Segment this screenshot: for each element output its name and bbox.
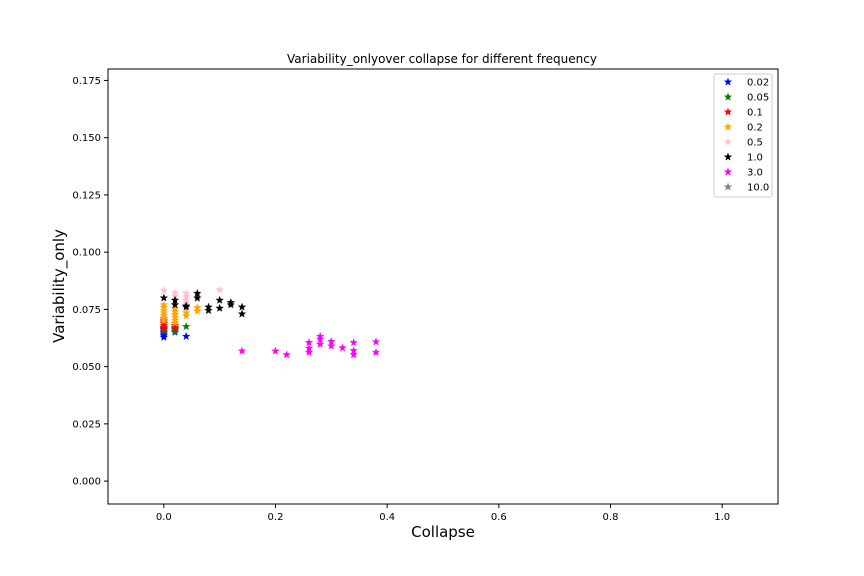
data-point xyxy=(226,300,236,309)
data-points xyxy=(159,285,381,359)
legend-marker xyxy=(723,77,733,86)
data-point xyxy=(204,306,213,315)
data-point xyxy=(304,348,314,357)
data-point xyxy=(215,295,224,304)
x-tick-label: 1.0 xyxy=(714,512,730,523)
data-point xyxy=(159,316,169,325)
legend-marker xyxy=(723,122,733,131)
data-point xyxy=(237,302,247,311)
data-point xyxy=(159,286,169,295)
x-axis: 0.0 0.2 0.4 0.6 0.8 1.0 xyxy=(156,504,730,523)
data-point xyxy=(159,313,169,322)
y-axis: 0.000 0.025 0.050 0.075 0.100 0.125 0.150 0.175 xyxy=(72,76,108,488)
data-point xyxy=(215,303,224,312)
legend-label: 3.0 xyxy=(747,168,763,179)
data-point xyxy=(282,350,291,359)
data-point xyxy=(237,309,247,318)
data-point xyxy=(181,311,191,320)
y-tick-label: 0.100 xyxy=(72,248,101,259)
data-point xyxy=(159,311,169,320)
legend-label: 0.05 xyxy=(747,93,769,104)
data-point xyxy=(271,346,280,355)
data-point xyxy=(170,310,180,319)
data-point xyxy=(371,348,381,357)
y-tick-label: 0.025 xyxy=(72,419,101,430)
y-tick-label: 0.050 xyxy=(72,362,101,373)
data-point xyxy=(170,300,180,309)
legend-label: 10.0 xyxy=(747,183,769,194)
data-point xyxy=(181,308,191,317)
legend-marker xyxy=(723,137,733,146)
legend-label: 0.2 xyxy=(747,123,763,134)
data-point xyxy=(170,312,180,321)
legend-marker xyxy=(723,92,733,101)
data-point xyxy=(181,302,191,311)
y-tick-label: 0.000 xyxy=(72,477,101,488)
data-point xyxy=(159,326,169,335)
data-point xyxy=(215,285,224,294)
data-point xyxy=(371,337,381,346)
data-point xyxy=(170,320,180,330)
data-point xyxy=(170,315,180,324)
data-point xyxy=(193,293,202,302)
legend-label: 0.02 xyxy=(747,78,769,89)
y-tick-label: 0.075 xyxy=(72,305,101,316)
data-point xyxy=(338,343,347,352)
data-point xyxy=(181,322,191,331)
y-tick-label: 0.175 xyxy=(72,76,101,87)
x-tick-label: 0.8 xyxy=(603,512,619,523)
y-axis-label: Variability_only xyxy=(50,229,69,343)
legend-label: 0.5 xyxy=(747,138,763,149)
legend-marker xyxy=(723,152,733,161)
data-point xyxy=(315,339,325,348)
data-point xyxy=(170,307,180,316)
x-tick-label: 0.2 xyxy=(268,512,284,523)
data-point xyxy=(170,327,180,336)
data-point xyxy=(170,304,180,313)
legend-label: 0.1 xyxy=(747,108,763,119)
x-tick-label: 0.0 xyxy=(156,512,172,523)
plot-frame xyxy=(107,68,779,505)
x-tick-label: 0.4 xyxy=(379,512,395,523)
data-point xyxy=(193,303,202,312)
legend-marker xyxy=(723,182,733,191)
data-point xyxy=(327,341,336,350)
legend-label: 1.0 xyxy=(747,153,763,164)
x-axis-label: Collapse xyxy=(411,523,475,541)
legend: 0.02 0.05 0.1 0.2 0.5 1.0 3.0 10.0 xyxy=(713,73,773,198)
data-point xyxy=(349,338,358,347)
data-point xyxy=(193,306,202,315)
y-tick-label: 0.150 xyxy=(72,133,101,144)
y-tick-label: 0.125 xyxy=(72,190,101,201)
data-point xyxy=(181,331,191,340)
data-point xyxy=(349,350,358,359)
data-point xyxy=(159,300,169,309)
legend-marker xyxy=(723,167,733,176)
data-point xyxy=(159,293,169,302)
x-tick-label: 0.6 xyxy=(491,512,507,523)
data-point xyxy=(159,303,169,312)
legend-box xyxy=(713,73,773,198)
legend-marker xyxy=(723,107,733,116)
data-point xyxy=(159,308,169,317)
data-point xyxy=(170,323,180,332)
data-point xyxy=(159,306,169,315)
chart-title: Variability_onlyover collapse for differ… xyxy=(287,52,597,66)
data-point xyxy=(170,318,180,327)
data-point xyxy=(237,346,247,355)
